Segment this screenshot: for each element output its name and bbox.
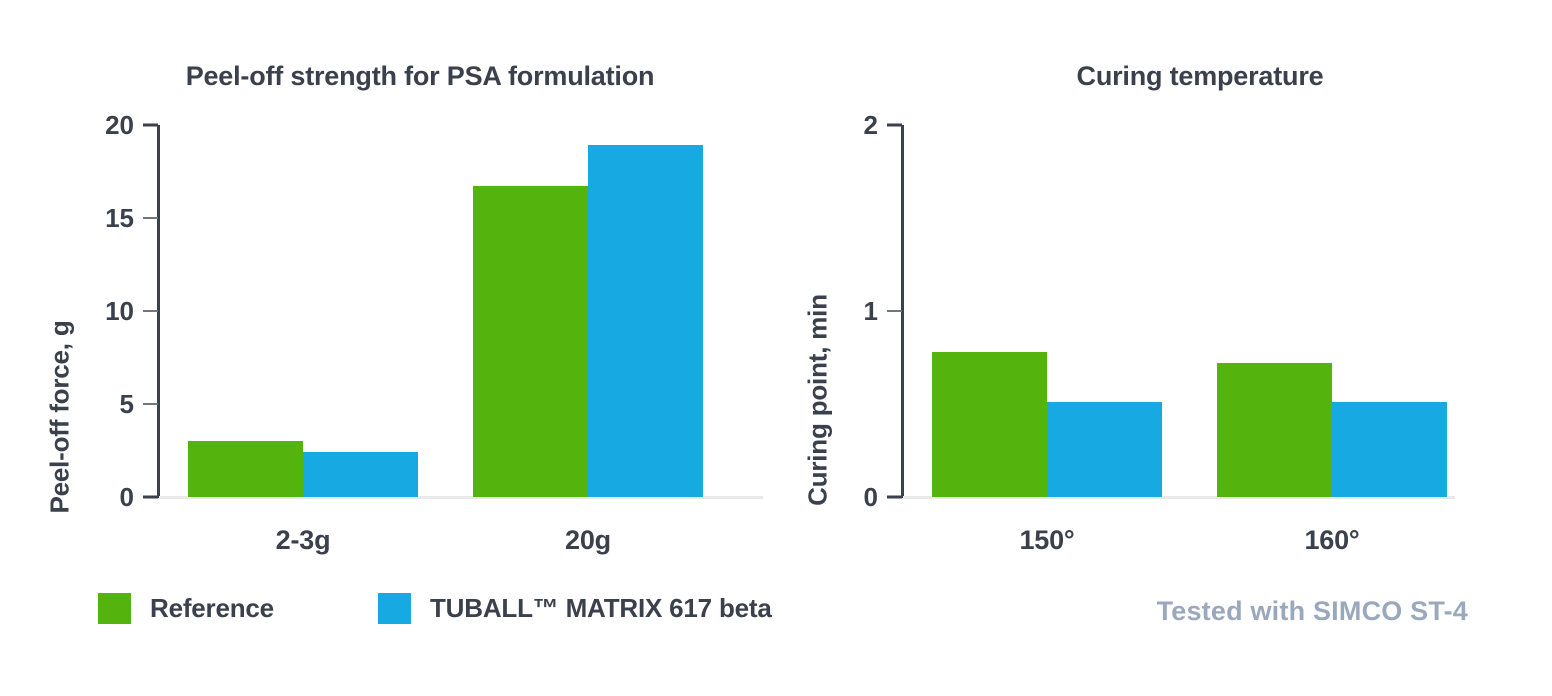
bar-reference-160	[1217, 363, 1332, 497]
y-tick-mark	[887, 123, 902, 127]
y-tick-mark	[143, 495, 158, 499]
bar-group	[932, 351, 1162, 497]
bar-reference-2-3g	[188, 441, 303, 497]
plot-area: 2-3g 20g 0 5 10 15 20	[105, 112, 763, 555]
chart-title: Peel-off strength for PSA formulation	[185, 61, 655, 91]
bar-tuball-matrix-617-beta-20g	[588, 145, 703, 497]
y-axis-label: Peel-off force, g	[44, 320, 75, 514]
y-tick-label: 15	[105, 203, 134, 233]
y-tick-label: 1	[863, 296, 878, 326]
legend-item-reference: Reference	[98, 593, 274, 624]
tuball-color-swatch	[378, 593, 411, 624]
bar-tuball-matrix-617-beta-160	[1332, 402, 1447, 497]
y-axis-line	[901, 125, 904, 498]
y-tick-mark	[143, 403, 158, 405]
legend-label: TUBALL™ MATRIX 617 beta	[430, 593, 772, 623]
legend-label: Reference	[150, 593, 274, 623]
x-tick-label: 2-3g	[275, 525, 331, 555]
y-axis-label: Curing point, min	[802, 294, 833, 506]
y-tick-label: 2	[863, 110, 878, 140]
x-axis-baseline	[903, 496, 1455, 499]
bar-group	[188, 441, 418, 497]
y-tick-label: 5	[119, 389, 134, 419]
y-tick-label: 20	[105, 110, 134, 140]
tested-with-note: Tested with SIMCO ST-4	[1156, 596, 1468, 626]
bar-tuball-matrix-617-beta-150	[1047, 402, 1162, 497]
reference-color-swatch	[98, 593, 131, 624]
x-tick-label: 160°	[1304, 525, 1360, 555]
x-tick-label: 150°	[1019, 525, 1075, 555]
bar-reference-150	[932, 351, 1047, 497]
y-tick-label: 10	[105, 296, 134, 326]
y-tick-mark	[143, 217, 158, 219]
x-axis-baseline	[159, 496, 763, 499]
y-tick-label: 0	[119, 482, 134, 512]
y-axis-line	[157, 125, 160, 498]
bar-reference-20g	[473, 186, 588, 497]
y-tick-mark	[143, 123, 158, 127]
plot-area: 150° 160° 0 1 2	[864, 112, 1455, 555]
bar-tuball-matrix-617-beta-2-3g	[303, 452, 418, 497]
y-tick-mark	[143, 310, 158, 312]
legend-item-tuball-matrix-617-beta: TUBALL™ MATRIX 617 beta	[378, 593, 772, 624]
y-tick-label: 0	[863, 482, 878, 512]
x-tick-label: 20g	[565, 525, 611, 555]
bar-group	[473, 145, 703, 497]
y-tick-mark	[887, 495, 902, 499]
chart-title: Curing temperature	[1076, 61, 1324, 91]
bar-group	[1217, 363, 1447, 497]
y-tick-mark	[887, 310, 902, 312]
